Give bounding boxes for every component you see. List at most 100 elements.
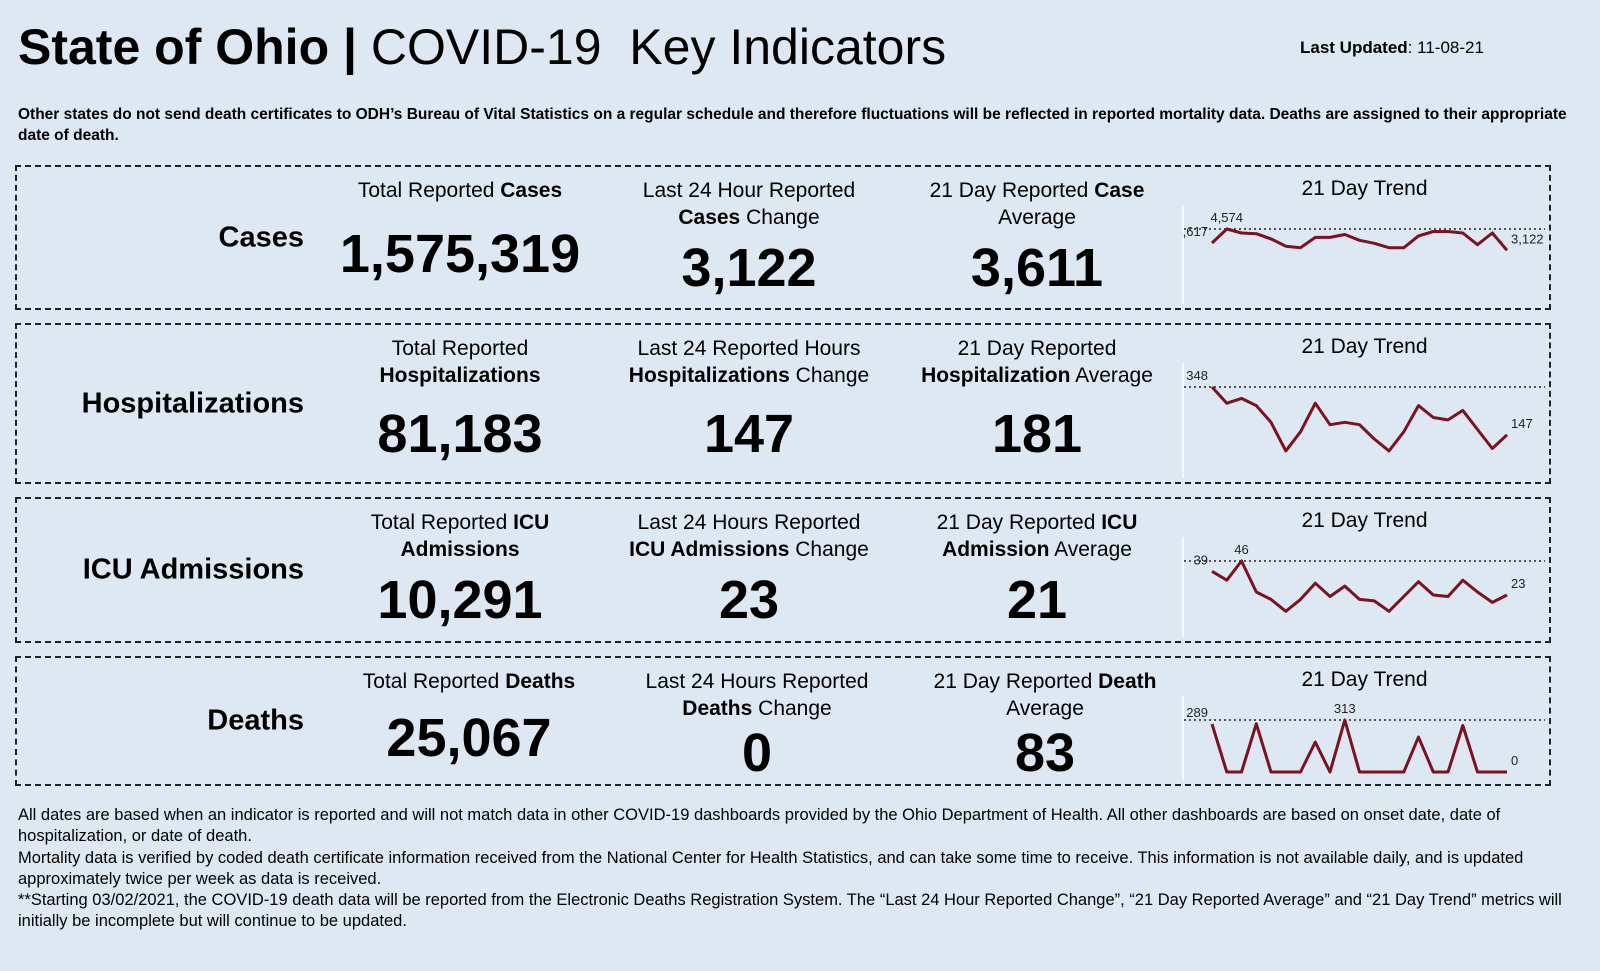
metric-label: Last 24 Hour Reported Cases Change xyxy=(643,177,855,231)
label-line: 21 Day Reported xyxy=(921,335,1153,362)
metric-label: Total Reported ICU Admissions xyxy=(371,509,550,563)
metric-label: Total Reported Cases xyxy=(358,177,562,204)
label-text: 21 Day Reported xyxy=(929,179,1095,202)
label-text: ICU xyxy=(513,511,550,534)
metric-label: 21 Day Reported Death Average xyxy=(934,668,1157,722)
metric-value: 10,291 xyxy=(377,570,543,630)
footer: All dates are based when an indicator is… xyxy=(18,805,1578,933)
sparkline: 39 46 23 xyxy=(1182,537,1545,637)
trend-line xyxy=(1210,718,1507,774)
point-label: 39 xyxy=(1194,552,1208,567)
updated-value: : 11-08-21 xyxy=(1407,38,1484,57)
section-name: Deaths xyxy=(207,704,304,737)
point-label: 23 xyxy=(1511,576,1525,591)
label-text: Deaths xyxy=(682,697,753,720)
trend: 21 Day Trend 348 147 xyxy=(1182,335,1547,478)
label-line: Hospitalizations xyxy=(379,362,540,389)
metric-label: Total Reported Deaths xyxy=(363,668,575,695)
label-line: Deaths Change xyxy=(646,695,869,722)
label-line: Total Reported xyxy=(379,335,540,362)
section-box: ICU Admissions Total Reported ICU Admissio… xyxy=(15,497,1551,643)
metric: Total Reported Cases 1,575,319 xyxy=(315,177,605,304)
label-line: 21 Day Reported Death xyxy=(934,668,1157,695)
label-line: ICU Admissions Change xyxy=(629,536,869,563)
metric: Total Reported Hospitalizations 81,183 xyxy=(315,335,605,478)
label-text: Change xyxy=(752,697,832,720)
metric-label: 21 Day Reported Hospitalization Average xyxy=(921,335,1153,389)
label-text: Last 24 Reported Hours xyxy=(637,337,861,360)
label-text: Total Reported xyxy=(357,179,501,202)
metric-value: 1,575,319 xyxy=(339,224,581,284)
title-rest: COVID-19 Key Indicators xyxy=(370,19,947,75)
label-text: Total Reported xyxy=(370,511,514,534)
point-label: 3,617 xyxy=(1182,224,1208,239)
last-updated: Last Updated: 11-08-21 xyxy=(1300,38,1484,58)
trend-line xyxy=(1210,227,1509,252)
label-line: Last 24 Hours Reported xyxy=(646,668,869,695)
metric: Last 24 Reported Hours Hospitalizations C… xyxy=(604,335,894,478)
label-text: Cases xyxy=(678,206,741,229)
metric: Total Reported Deaths 25,067 xyxy=(324,668,614,780)
section-box: Cases Total Reported Cases 1,575,319 Last 2… xyxy=(15,165,1551,310)
metric-value: 147 xyxy=(703,403,795,464)
metric-value: 0 xyxy=(741,723,773,783)
point-label: 147 xyxy=(1511,416,1533,431)
metric-value: 181 xyxy=(991,403,1083,464)
label-line: Total Reported Deaths xyxy=(363,668,575,695)
metric: 21 Day Reported ICU Admission Average 21 xyxy=(892,509,1182,637)
point-label: 0 xyxy=(1511,753,1518,768)
label-line: Average xyxy=(934,695,1157,722)
metric-value: 3,611 xyxy=(970,237,1104,298)
label-line: Cases Change xyxy=(643,204,855,231)
trend-line xyxy=(1211,559,1508,613)
title: State of Ohio | COVID-19 Key Indicators xyxy=(18,18,946,76)
label-text: Total Reported xyxy=(362,670,506,693)
label-text: ICU xyxy=(1101,511,1138,534)
label-text: Change xyxy=(789,538,869,561)
label-line: Hospitalization Average xyxy=(921,362,1153,389)
metric-label: Total Reported Hospitalizations xyxy=(379,335,540,389)
label-text: Last 24 Hours Reported xyxy=(645,670,869,693)
label-text: Cases xyxy=(500,179,563,202)
label-line: Admissions xyxy=(371,536,550,563)
metric: 21 Day Reported Case Average 3,611 xyxy=(892,177,1182,304)
trend-title: 21 Day Trend xyxy=(1301,509,1428,532)
metric: Last 24 Hours Reported Deaths Change 0 xyxy=(612,668,902,783)
metric-value: 3,122 xyxy=(681,237,817,298)
metric-label: 21 Day Reported Case Average xyxy=(930,177,1145,231)
updated-label: Last Updated xyxy=(1300,38,1408,57)
metric: Total Reported ICU Admissions 10,291 xyxy=(315,509,605,637)
label-line: Hospitalizations Change xyxy=(629,362,869,389)
label-text: Change xyxy=(789,364,870,387)
trend-title: 21 Day Trend xyxy=(1301,335,1428,358)
label-text: 21 Day Reported xyxy=(933,670,1099,693)
metric: 21 Day Reported Hospitalization Average 18… xyxy=(892,335,1182,478)
sparkline: 289 313 0 xyxy=(1182,696,1545,780)
footer-paragraph: Mortality data is verified by coded deat… xyxy=(18,848,1524,888)
point-label: 46 xyxy=(1234,542,1248,557)
section-box: Hospitalizations Total Reported Hospitaliz… xyxy=(15,323,1551,484)
trend-title: 21 Day Trend xyxy=(1301,177,1428,200)
point-label: 3,122 xyxy=(1511,231,1544,246)
sparkline: 348 147 xyxy=(1182,363,1545,478)
label-line: Total Reported Cases xyxy=(358,177,562,204)
metric-label: Last 24 Reported Hours Hospitalizations C… xyxy=(629,335,869,389)
point-label: 289 xyxy=(1186,705,1208,720)
label-line: Last 24 Hours Reported xyxy=(629,509,869,536)
metric-label: 21 Day Reported ICU Admission Average xyxy=(937,509,1138,563)
label-text: Average xyxy=(1070,364,1153,387)
trend: 21 Day Trend 39 46 23 xyxy=(1182,509,1547,637)
note: Other states do not send death certifica… xyxy=(18,106,1567,144)
label-line: Last 24 Hour Reported xyxy=(643,177,855,204)
trend: 21 Day Trend 289 313 0 xyxy=(1182,668,1547,780)
section-name: ICU Admissions xyxy=(82,553,304,586)
label-line: Admission Average xyxy=(937,536,1138,563)
label-line: 21 Day Reported ICU xyxy=(937,509,1138,536)
metric: Last 24 Hours Reported ICU Admissions Cha… xyxy=(604,509,894,637)
label-text: Hospitalizations xyxy=(379,364,541,387)
trend-line xyxy=(1210,385,1509,453)
label-line: Total Reported ICU xyxy=(371,509,550,536)
